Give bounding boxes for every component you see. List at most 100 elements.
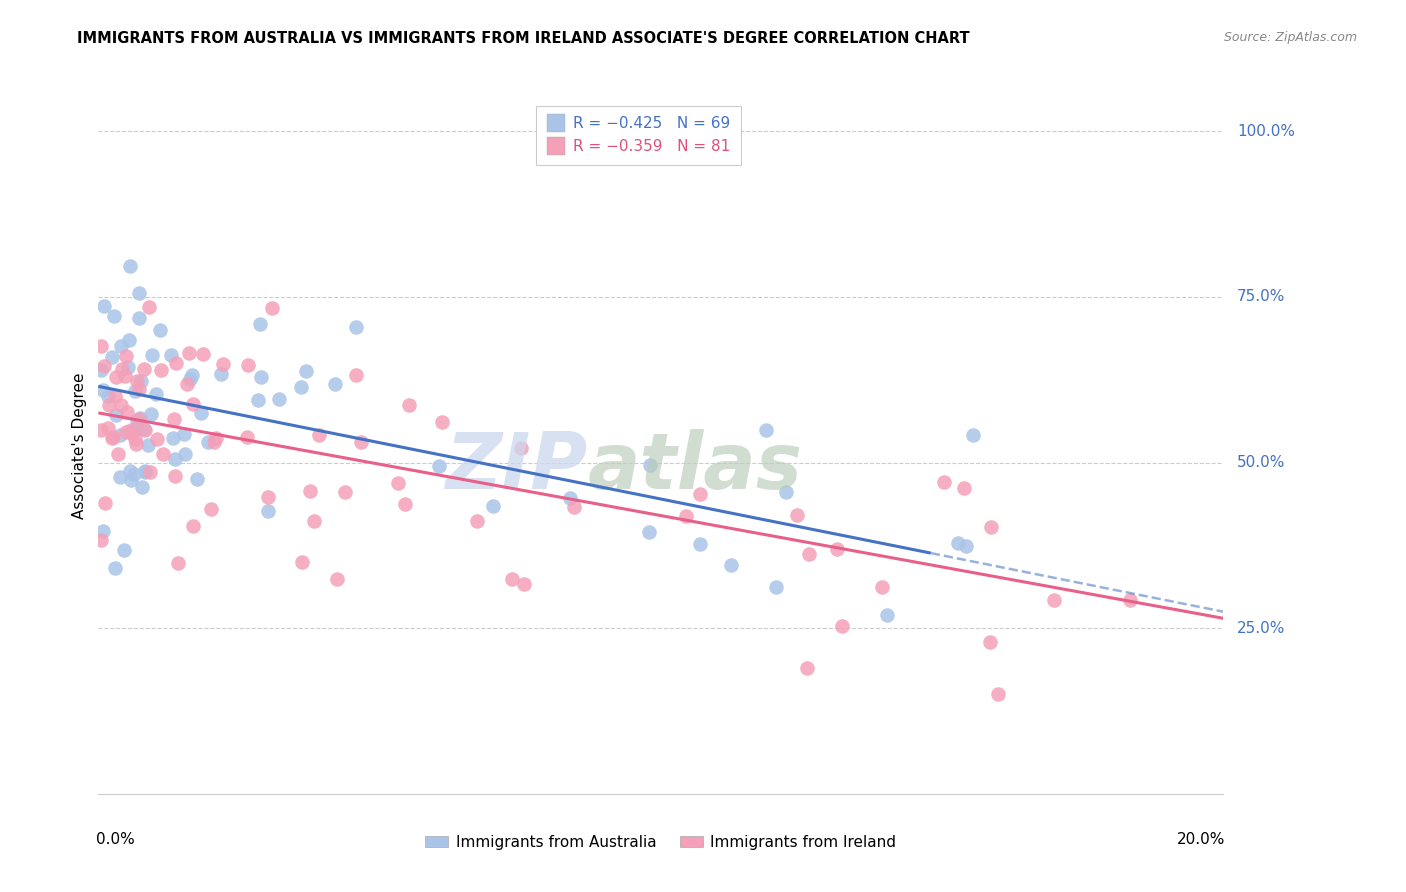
- Text: 75.0%: 75.0%: [1237, 289, 1285, 304]
- Point: [118, 464, 141, 478]
- Point: [115, 405, 138, 419]
- Point: [117, 360, 139, 375]
- Point: [159, 348, 181, 362]
- Point: [98, 398, 121, 412]
- Point: [344, 320, 367, 334]
- Legend: Immigrants from Australia, Immigrants from Ireland: Immigrants from Australia, Immigrants fr…: [419, 829, 903, 855]
- Point: [299, 483, 322, 498]
- Point: [304, 514, 326, 528]
- Point: [987, 687, 1010, 701]
- Point: [105, 408, 128, 422]
- Point: [689, 487, 711, 501]
- Point: [120, 423, 142, 437]
- Point: [108, 469, 131, 483]
- Point: [186, 473, 208, 487]
- Point: [181, 397, 204, 411]
- Point: [128, 285, 150, 300]
- Point: [174, 447, 197, 461]
- Point: [128, 411, 150, 425]
- Point: [249, 317, 271, 331]
- Point: [955, 539, 977, 553]
- Text: 20.0%: 20.0%: [1177, 832, 1226, 847]
- Text: atlas: atlas: [588, 429, 803, 505]
- Point: [482, 499, 505, 513]
- Point: [249, 370, 271, 384]
- Point: [173, 427, 195, 442]
- Text: ZIP: ZIP: [446, 429, 588, 505]
- Point: [90, 363, 112, 377]
- Point: [125, 421, 148, 435]
- Point: [1118, 593, 1140, 607]
- Point: [430, 415, 453, 429]
- Point: [128, 382, 150, 396]
- Point: [134, 423, 156, 437]
- Point: [640, 458, 662, 472]
- Point: [110, 428, 132, 442]
- Point: [110, 339, 132, 353]
- Point: [162, 431, 184, 445]
- Point: [103, 309, 125, 323]
- Point: [127, 413, 149, 427]
- Point: [124, 433, 146, 447]
- Point: [114, 425, 136, 440]
- Point: [501, 572, 523, 586]
- Point: [344, 368, 367, 383]
- Point: [238, 358, 260, 372]
- Point: [291, 555, 314, 569]
- Point: [197, 435, 219, 450]
- Point: [267, 392, 290, 406]
- Point: [980, 520, 1002, 534]
- Point: [720, 558, 742, 572]
- Point: [796, 661, 818, 675]
- Point: [124, 467, 146, 482]
- Point: [101, 350, 124, 364]
- Point: [90, 424, 112, 438]
- Point: [786, 508, 808, 523]
- Point: [350, 434, 373, 449]
- Point: [946, 535, 969, 549]
- Point: [962, 428, 984, 442]
- Point: [141, 348, 163, 362]
- Point: [831, 619, 853, 633]
- Point: [236, 430, 259, 444]
- Point: [513, 576, 536, 591]
- Point: [114, 349, 136, 363]
- Text: 25.0%: 25.0%: [1237, 621, 1285, 636]
- Point: [166, 557, 188, 571]
- Point: [91, 524, 114, 538]
- Point: [105, 369, 128, 384]
- Point: [134, 465, 156, 479]
- Point: [193, 347, 215, 361]
- Point: [97, 389, 120, 403]
- Point: [107, 447, 129, 461]
- Point: [104, 389, 127, 403]
- Point: [121, 426, 143, 441]
- Point: [101, 431, 124, 445]
- Point: [932, 475, 955, 489]
- Text: 100.0%: 100.0%: [1237, 124, 1295, 139]
- Point: [979, 634, 1001, 648]
- Point: [125, 436, 148, 450]
- Point: [212, 357, 235, 371]
- Point: [295, 364, 318, 378]
- Point: [394, 497, 416, 511]
- Point: [247, 393, 270, 408]
- Point: [101, 429, 124, 443]
- Point: [110, 398, 132, 412]
- Point: [177, 346, 200, 360]
- Point: [134, 464, 156, 478]
- Point: [149, 323, 172, 337]
- Point: [90, 339, 112, 353]
- Point: [93, 359, 115, 374]
- Point: [128, 311, 150, 326]
- Point: [93, 384, 115, 398]
- Point: [465, 514, 488, 528]
- Point: [131, 480, 153, 494]
- Point: [129, 375, 152, 389]
- Point: [200, 501, 222, 516]
- Point: [138, 438, 160, 452]
- Point: [257, 491, 280, 505]
- Point: [118, 333, 141, 347]
- Point: [97, 420, 120, 434]
- Point: [427, 459, 450, 474]
